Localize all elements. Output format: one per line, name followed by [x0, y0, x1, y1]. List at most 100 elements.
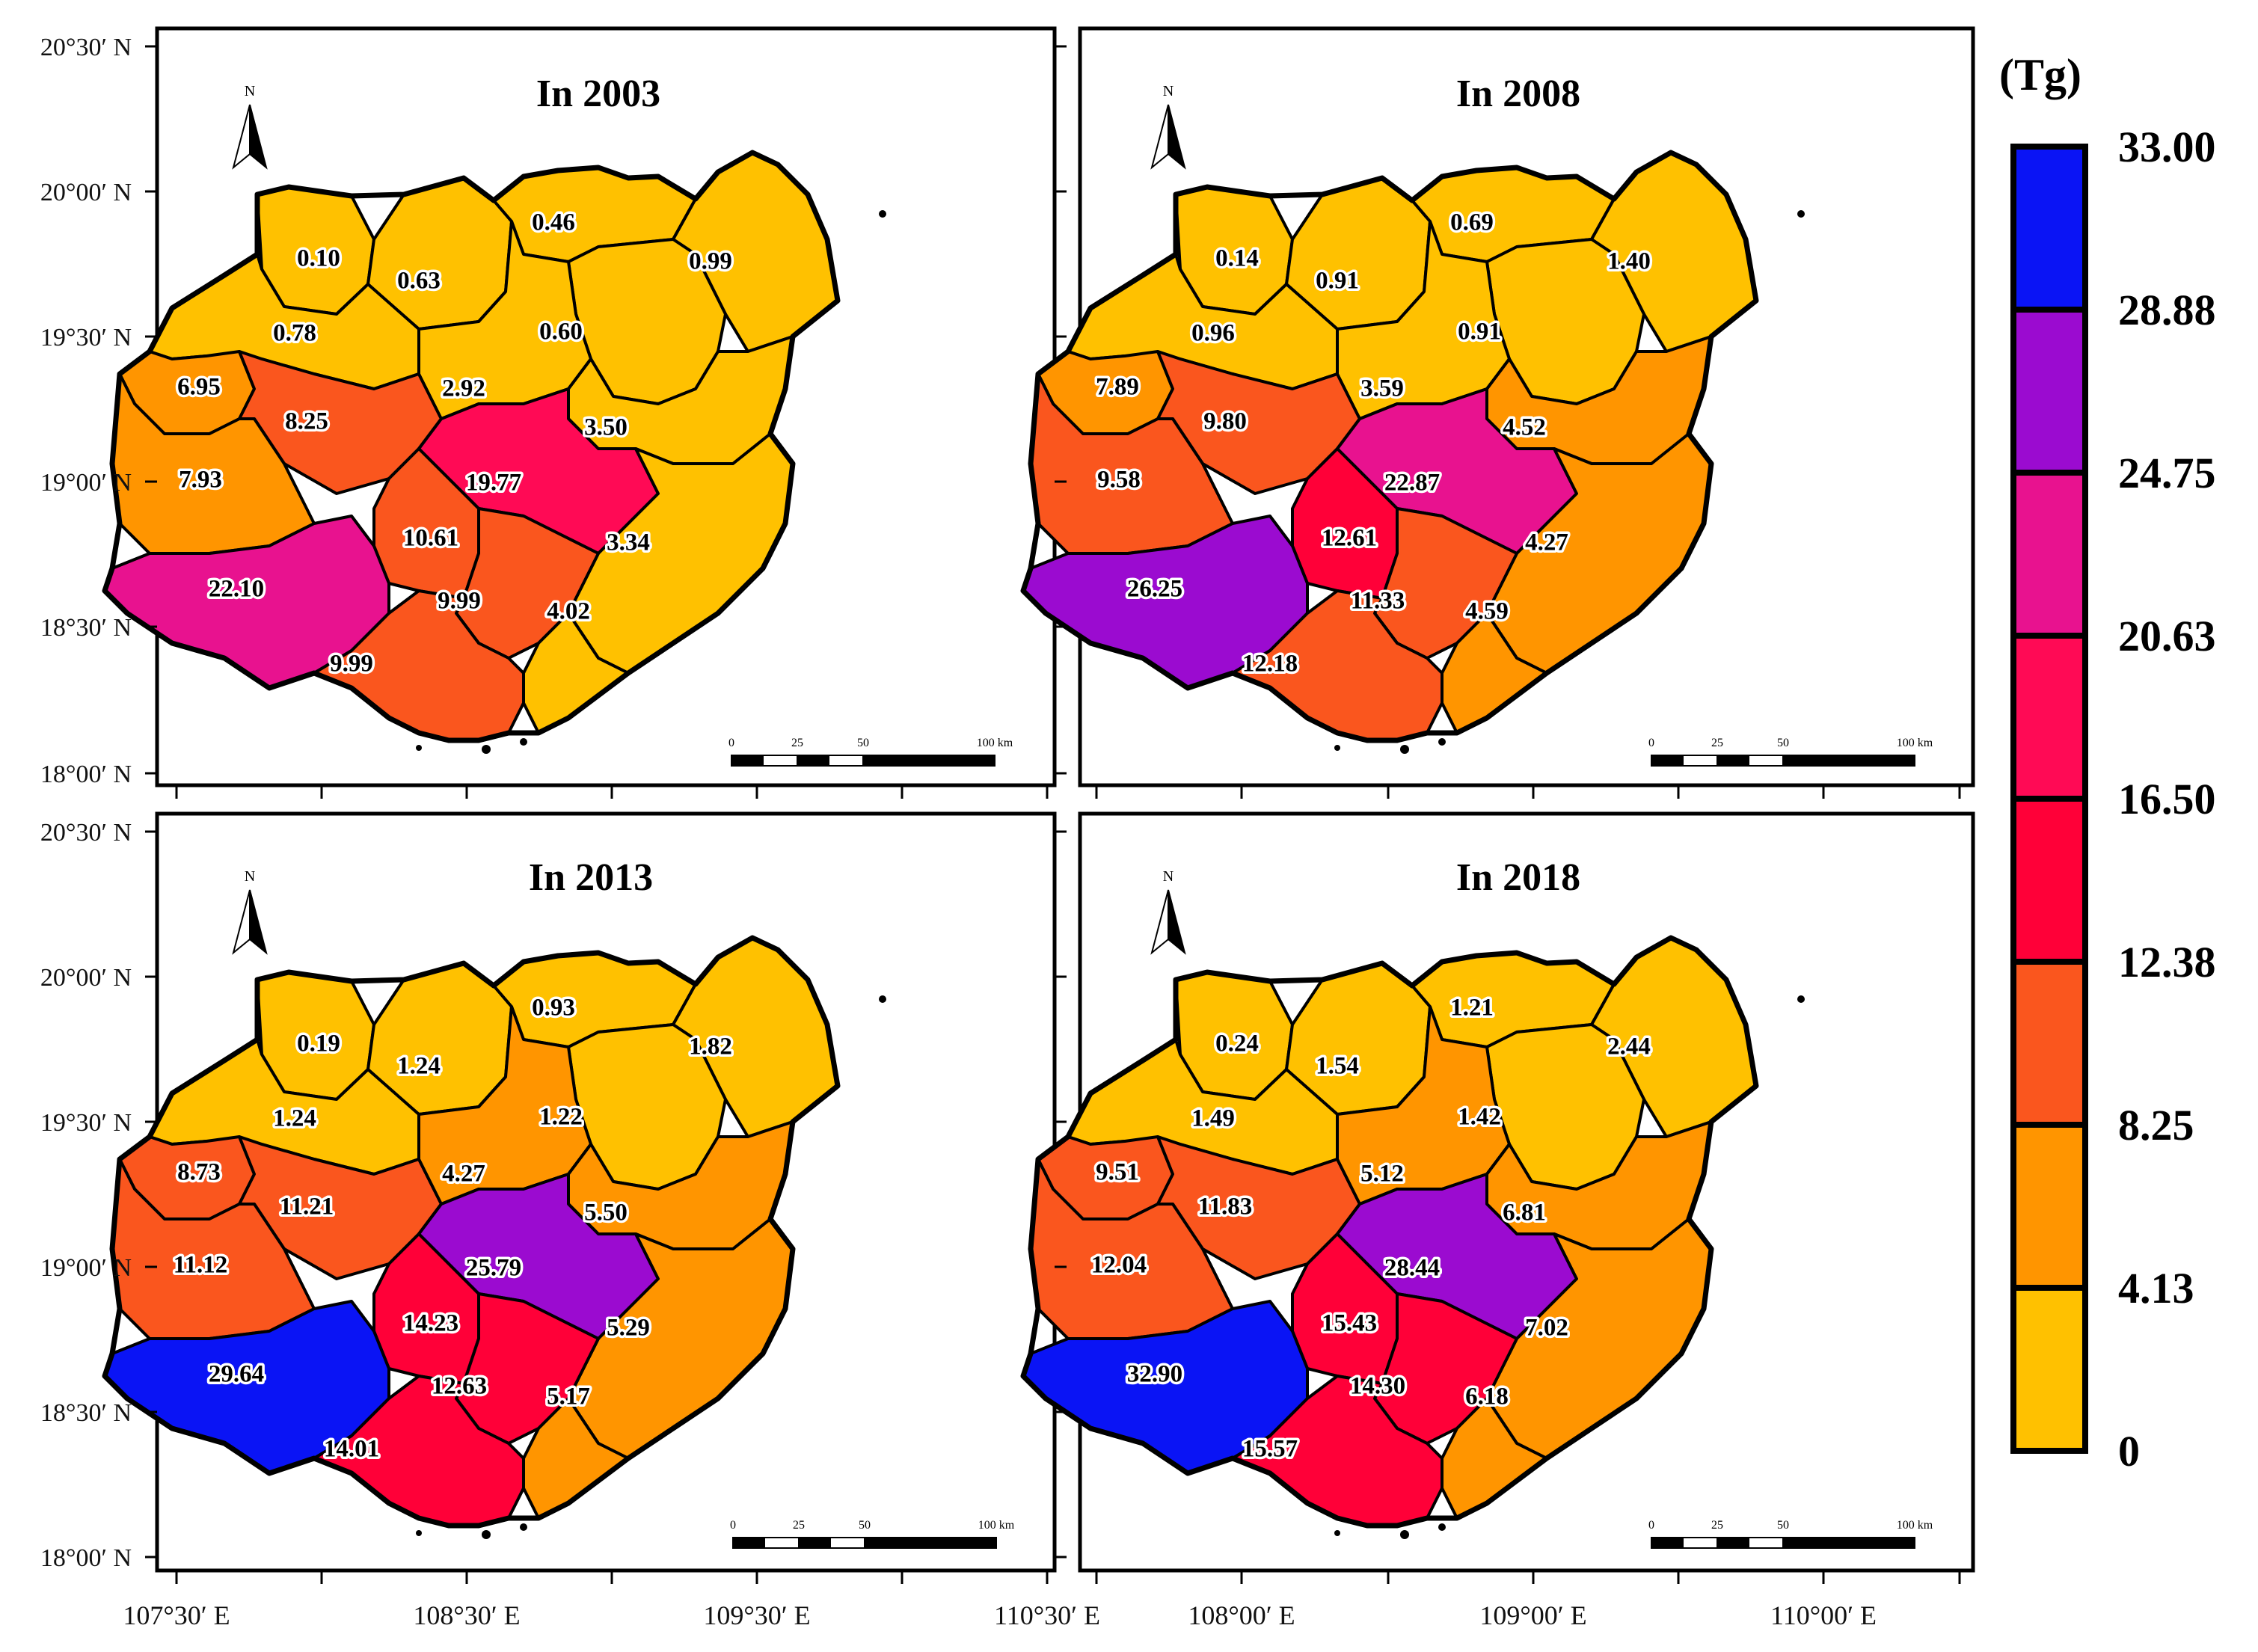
island-south-1 [482, 1530, 491, 1539]
legend-tick-label: 8.25 [2118, 1101, 2194, 1149]
value-label: 1.49 [1191, 1105, 1235, 1132]
north-label: N [1163, 83, 1174, 99]
value-label: 11.83 [1198, 1194, 1252, 1220]
panel-title: In 2003 [536, 73, 660, 115]
value-label: 1.54 [1316, 1053, 1359, 1080]
value-label: 29.64 [209, 1361, 264, 1388]
value-label: 1.24 [273, 1105, 316, 1132]
latitude-label: 20°00′ N [40, 964, 132, 992]
scale-label: 50 [1777, 1519, 1789, 1532]
value-label: 4.27 [1525, 529, 1568, 556]
legend-tick-label: 16.50 [2118, 775, 2216, 823]
coastline [102, 935, 841, 1529]
color-legend: (Tg) 33.00 28.88 24.75 20.63 16.50 12.38 8.25 4.… [1999, 50, 2215, 1476]
island-south-2 [520, 738, 527, 746]
north-arrow-icon: N [232, 83, 268, 170]
scale-label: 50 [857, 737, 869, 749]
latitude-label: 18°30′ N [40, 1399, 132, 1427]
scale-label: 100 km [978, 1519, 1015, 1532]
value-label: 6.95 [177, 374, 221, 401]
value-label: 5.17 [547, 1384, 590, 1410]
value-label: 9.80 [1203, 408, 1247, 435]
value-label: 9.58 [1097, 467, 1141, 494]
value-label: 5.50 [584, 1200, 628, 1226]
legend-tick-label: 4.13 [2118, 1264, 2194, 1312]
island-east [879, 210, 886, 218]
value-label: 6.81 [1503, 1200, 1546, 1226]
value-label: 0.46 [532, 209, 575, 236]
value-label: 15.43 [1322, 1310, 1377, 1337]
value-label: 12.63 [432, 1373, 487, 1400]
value-label: 1.40 [1607, 248, 1651, 275]
island-south-1 [1400, 1530, 1409, 1539]
value-label: 12.04 [1091, 1252, 1147, 1279]
region-10 [111, 372, 316, 555]
value-label: 25.79 [466, 1255, 521, 1282]
value-label: 1.42 [1458, 1104, 1501, 1131]
scale-label: 0 [1648, 737, 1654, 749]
value-label: 9.99 [438, 588, 481, 615]
value-label: 2.92 [442, 375, 485, 402]
north-label: N [245, 868, 255, 885]
value-label: 3.50 [584, 414, 628, 441]
value-label: 0.24 [1215, 1031, 1259, 1057]
axis-labels: 20°30′ N 20°00′ N 19°30′ N 19°00′ N 18°30′ N… [40, 34, 1961, 1630]
value-label: 0.91 [1316, 268, 1359, 295]
value-label: 14.30 [1350, 1373, 1405, 1400]
legend-tick-label: 33.00 [2118, 123, 2216, 171]
value-label: 1.21 [1450, 995, 1494, 1022]
legend-tick-label: 0 [2118, 1427, 2140, 1476]
scale-label: 25 [1711, 737, 1723, 749]
value-label: 19.77 [466, 470, 521, 497]
legend-swatch [2010, 633, 2088, 802]
scale-label: 100 km [1897, 737, 1933, 749]
scale-label: 25 [791, 737, 803, 749]
scale-bar: 0 25 50 100 km [730, 1519, 1015, 1549]
scale-label: 0 [728, 737, 734, 749]
north-label: N [245, 83, 255, 99]
value-label: 11.21 [280, 1194, 334, 1220]
coastline [1020, 150, 1759, 743]
legend-tick-label: 24.75 [2118, 449, 2216, 497]
north-arrow-icon: N [1150, 83, 1186, 170]
scale-bar: 0 25 50 100 km [1648, 1519, 1933, 1549]
value-label: 4.59 [1465, 598, 1509, 625]
region-layer [1020, 150, 1805, 754]
region-layer [1020, 935, 1805, 1539]
legend-tick-label: 28.88 [2118, 286, 2216, 334]
latitude-label: 19°30′ N [40, 324, 132, 351]
value-label: 7.89 [1096, 374, 1139, 401]
value-label: 14.01 [324, 1436, 379, 1463]
value-label: 12.18 [1242, 651, 1298, 678]
value-label: 26.25 [1127, 576, 1182, 603]
panels-layer: 0.10 0.63 0.46 0.99 0.78 0.60 6.95 8.25 2.92 3.50… [102, 26, 1975, 1573]
coastline [102, 150, 841, 743]
value-label: 0.10 [297, 245, 340, 272]
value-label: 0.78 [273, 320, 316, 347]
island-east [1797, 210, 1805, 218]
island-south-2 [1438, 1523, 1446, 1531]
scale-label: 25 [793, 1519, 805, 1532]
latitude-label: 20°30′ N [40, 34, 132, 61]
scale-label: 50 [859, 1519, 871, 1532]
longitude-label: 109°30′ E [703, 1600, 810, 1630]
value-label: 3.59 [1360, 375, 1404, 402]
region-10 [1029, 1158, 1234, 1340]
value-label: 0.14 [1215, 245, 1259, 272]
island-east [879, 995, 886, 1003]
region-10 [1029, 372, 1234, 555]
legend-swatch [2010, 796, 2088, 965]
region-layer [102, 935, 886, 1539]
legend-swatch [2010, 1122, 2088, 1291]
island-south-2 [1438, 738, 1446, 746]
value-label: 22.87 [1384, 470, 1440, 497]
north-arrow-icon: N [1150, 868, 1186, 955]
value-label: 0.99 [689, 248, 732, 275]
scale-bar: 0 25 50 100 km [1648, 737, 1933, 767]
map-panel-1: 0.14 0.91 0.69 1.40 0.96 0.91 7.89 9.80 3.59 4.52… [1020, 26, 1975, 787]
value-label: 11.12 [174, 1252, 227, 1279]
value-label: 9.99 [330, 651, 373, 678]
island-south-1 [482, 745, 491, 754]
longitude-label: 110°30′ E [994, 1600, 1100, 1630]
